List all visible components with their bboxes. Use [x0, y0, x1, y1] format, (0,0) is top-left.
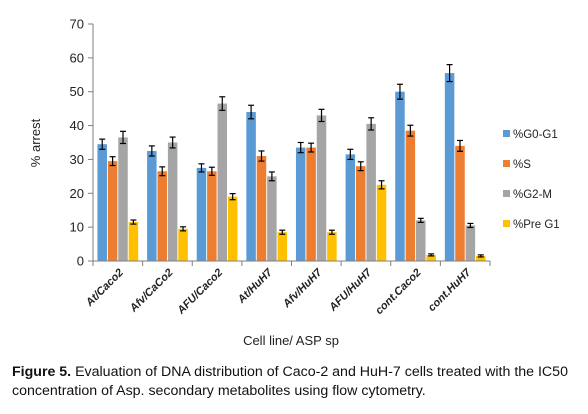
y-tick-label: 0 — [77, 254, 84, 269]
legend-swatch — [503, 220, 510, 227]
bar-%S-At/HuH7 — [256, 156, 267, 261]
bar-%G0-G1-Afv/CaCo2 — [147, 150, 157, 261]
legend-swatch — [503, 190, 510, 197]
bar-%S-At/Caco2 — [107, 161, 118, 261]
legend-label: %S — [513, 159, 531, 171]
bar-%S-AFU/HuH7 — [355, 166, 366, 261]
x-tick-label: Afv/HuH7 — [280, 266, 325, 311]
bar-%S-cont.Caco2 — [405, 130, 416, 261]
y-tick-label: 20 — [70, 186, 84, 201]
figure-caption-text: Evaluation of DNA distribution of Caco-2… — [12, 364, 568, 399]
y-axis-title: % arrest — [28, 118, 43, 167]
x-tick-label: At/Caco2 — [83, 267, 126, 310]
bar-%G2-M-Afv/HuH7 — [316, 115, 327, 261]
x-tick-label: cont.HuH7 — [426, 266, 474, 314]
bar-%Pre G1-At/Caco2 — [128, 222, 139, 261]
bar-%Pre G1-cont.Caco2 — [426, 254, 436, 261]
x-axis-title: Cell line/ ASP sp — [243, 333, 339, 348]
bar-%G0-G1-AFU/HuH7 — [345, 154, 356, 261]
bar-%G2-M-cont.Caco2 — [416, 220, 426, 261]
bar-%G2-M-AFU/Caco2 — [217, 103, 228, 261]
bar-%G2-M-At/HuH7 — [267, 176, 277, 261]
bar-%G2-M-AFU/HuH7 — [366, 123, 376, 261]
bar-%G2-M-cont.HuH7 — [465, 225, 476, 261]
legend-label: %G2-M — [513, 189, 552, 201]
figure-label: Figure 5. — [12, 364, 72, 380]
x-tick-label: AFU/HuH7 — [326, 266, 374, 314]
axes: 0 10 20 30 40 50 60 70 At/Caco2 Afv/CaCo2 AFU/Caco… — [70, 17, 491, 318]
bar-%S-Afv/CaCo2 — [157, 171, 167, 261]
bar-%Pre G1-Afv/CaCo2 — [178, 228, 188, 261]
bar-%Pre G1-At/HuH7 — [277, 232, 288, 261]
bar-%G0-G1-cont.Caco2 — [395, 91, 405, 262]
legend-swatch — [503, 130, 510, 137]
bar-chart: 0 10 20 30 40 50 60 70 At/Caco2 Afv/CaCo2 AFU/Caco… — [28, 17, 560, 349]
bar-%S-Afv/HuH7 — [306, 147, 316, 261]
bar-%Pre G1-AFU/HuH7 — [376, 184, 387, 261]
legend-label: %G0-G1 — [513, 129, 558, 141]
bar-%Pre G1-Afv/HuH7 — [327, 232, 337, 261]
bar-%G0-G1-cont.HuH7 — [444, 73, 455, 261]
x-tick-label: cont.Caco2 — [373, 267, 423, 317]
legend: %G0-G1 %S %G2-M %Pre G1 — [503, 129, 560, 231]
y-tick-label: 60 — [70, 50, 84, 65]
bar-%G2-M-Afv/CaCo2 — [167, 142, 178, 261]
y-tick-label: 40 — [70, 118, 84, 133]
x-tick-label: AFU/Caco2 — [174, 267, 225, 318]
bar-%S-AFU/Caco2 — [207, 171, 217, 261]
bar-%G0-G1-At/HuH7 — [246, 112, 256, 261]
legend-label: %Pre G1 — [513, 219, 560, 231]
figure-caption: Figure 5. Evaluation of DNA distribution… — [12, 363, 584, 401]
bar-%G0-G1-AFU/Caco2 — [196, 167, 207, 261]
bar-%G2-M-At/Caco2 — [118, 137, 128, 261]
y-tick-label: 70 — [70, 17, 84, 32]
bar-%Pre G1-cont.HuH7 — [476, 255, 486, 261]
bar-%Pre G1-AFU/Caco2 — [227, 196, 238, 261]
bar-%G0-G1-At/Caco2 — [97, 144, 107, 261]
y-tick-label: 30 — [70, 152, 84, 167]
y-tick-label: 10 — [70, 220, 84, 235]
x-tick-label: At/HuH7 — [235, 266, 275, 306]
y-tick-label: 50 — [70, 84, 84, 99]
legend-swatch — [503, 160, 510, 167]
plot-area — [97, 64, 486, 262]
bar-%G0-G1-Afv/HuH7 — [295, 147, 306, 261]
bar-%S-cont.HuH7 — [455, 145, 465, 261]
x-tick-label: Afv/CaCo2 — [127, 267, 176, 316]
